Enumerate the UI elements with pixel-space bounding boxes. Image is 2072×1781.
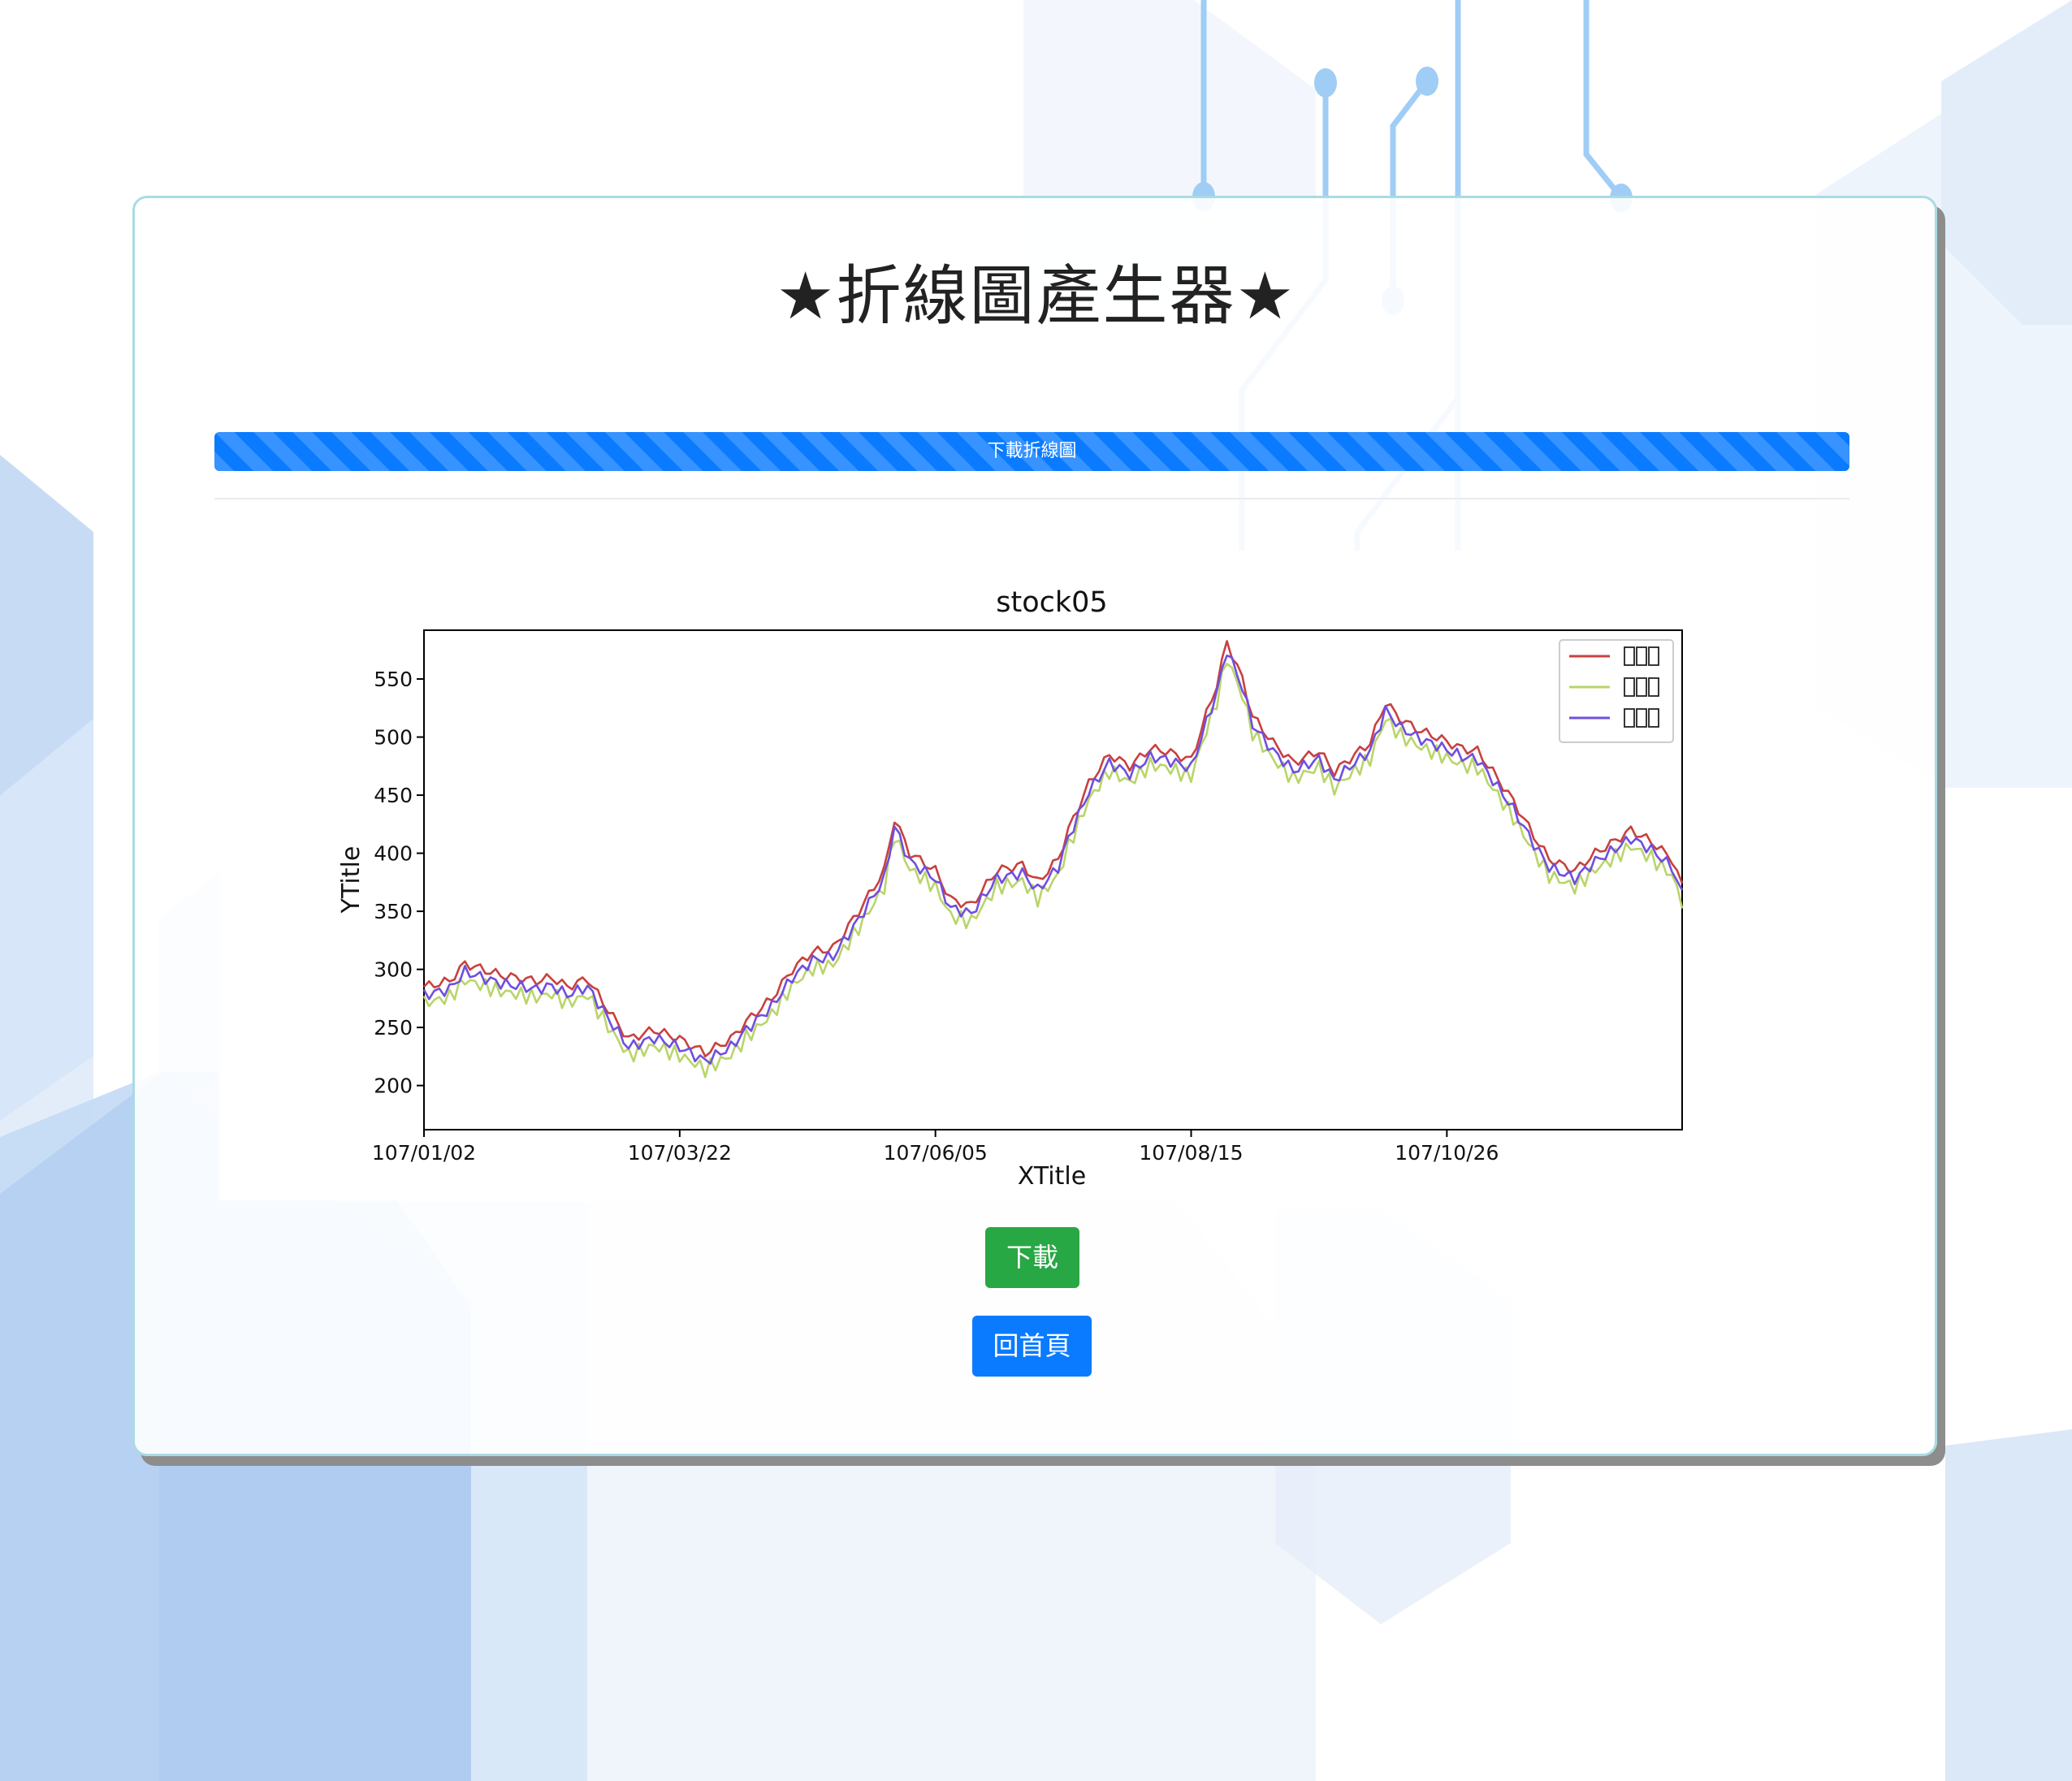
plot-frame (423, 629, 1683, 1130)
divider (214, 498, 1849, 499)
y-tick-label: 250 (374, 1016, 413, 1040)
x-axis-label: XTitle (1018, 1162, 1086, 1191)
chart-title: stock05 (996, 586, 1107, 619)
home-button[interactable]: 回首頁 (972, 1316, 1092, 1377)
legend-glyph-box (1648, 708, 1659, 728)
x-tick-label: 107/06/05 (884, 1141, 988, 1165)
legend-glyph-box (1636, 677, 1647, 697)
series-lines (422, 640, 1684, 1079)
chart-svg: stock05 XTitle YTitle 200 250 300 350 400 450… (337, 586, 1684, 1191)
legend-glyph-box (1648, 646, 1659, 666)
x-tick-label: 107/01/02 (372, 1141, 476, 1165)
series-line (423, 640, 1684, 1058)
x-tick-label: 107/10/26 (1395, 1141, 1499, 1165)
x-axis: 107/01/02 107/03/22 107/06/05 107/08/15 107/… (372, 1130, 1499, 1165)
page-title: ★折線圖產生器★ (776, 258, 1296, 334)
legend-glyph-box (1636, 708, 1647, 728)
line-chart: stock05 XTitle YTitle 200 250 300 350 400 450… (219, 551, 1712, 1200)
y-tick-label: 200 (374, 1074, 413, 1098)
series-line (422, 654, 1684, 1066)
legend-glyph-box (1624, 677, 1635, 697)
legend (1559, 639, 1674, 743)
x-tick-label: 107/03/22 (628, 1141, 732, 1165)
y-tick-label: 450 (374, 784, 413, 807)
y-tick-label: 300 (374, 958, 413, 982)
y-axis-label: YTitle (337, 846, 366, 914)
y-tick-label: 400 (374, 842, 413, 866)
y-tick-label: 350 (374, 900, 413, 923)
x-tick-label: 107/08/15 (1139, 1141, 1243, 1165)
y-tick-label: 550 (374, 668, 413, 691)
legend-glyph-box (1648, 677, 1659, 697)
download-progress-bar: 下載折線圖 (214, 432, 1849, 471)
download-button[interactable]: 下載 (985, 1227, 1079, 1288)
series-line (422, 663, 1684, 1079)
y-axis: 200 250 300 350 400 450 500 550 (374, 668, 424, 1098)
legend-glyph-box (1624, 646, 1635, 666)
legend-glyph-box (1624, 708, 1635, 728)
legend-glyph-box (1636, 646, 1647, 666)
y-tick-label: 500 (374, 726, 413, 750)
